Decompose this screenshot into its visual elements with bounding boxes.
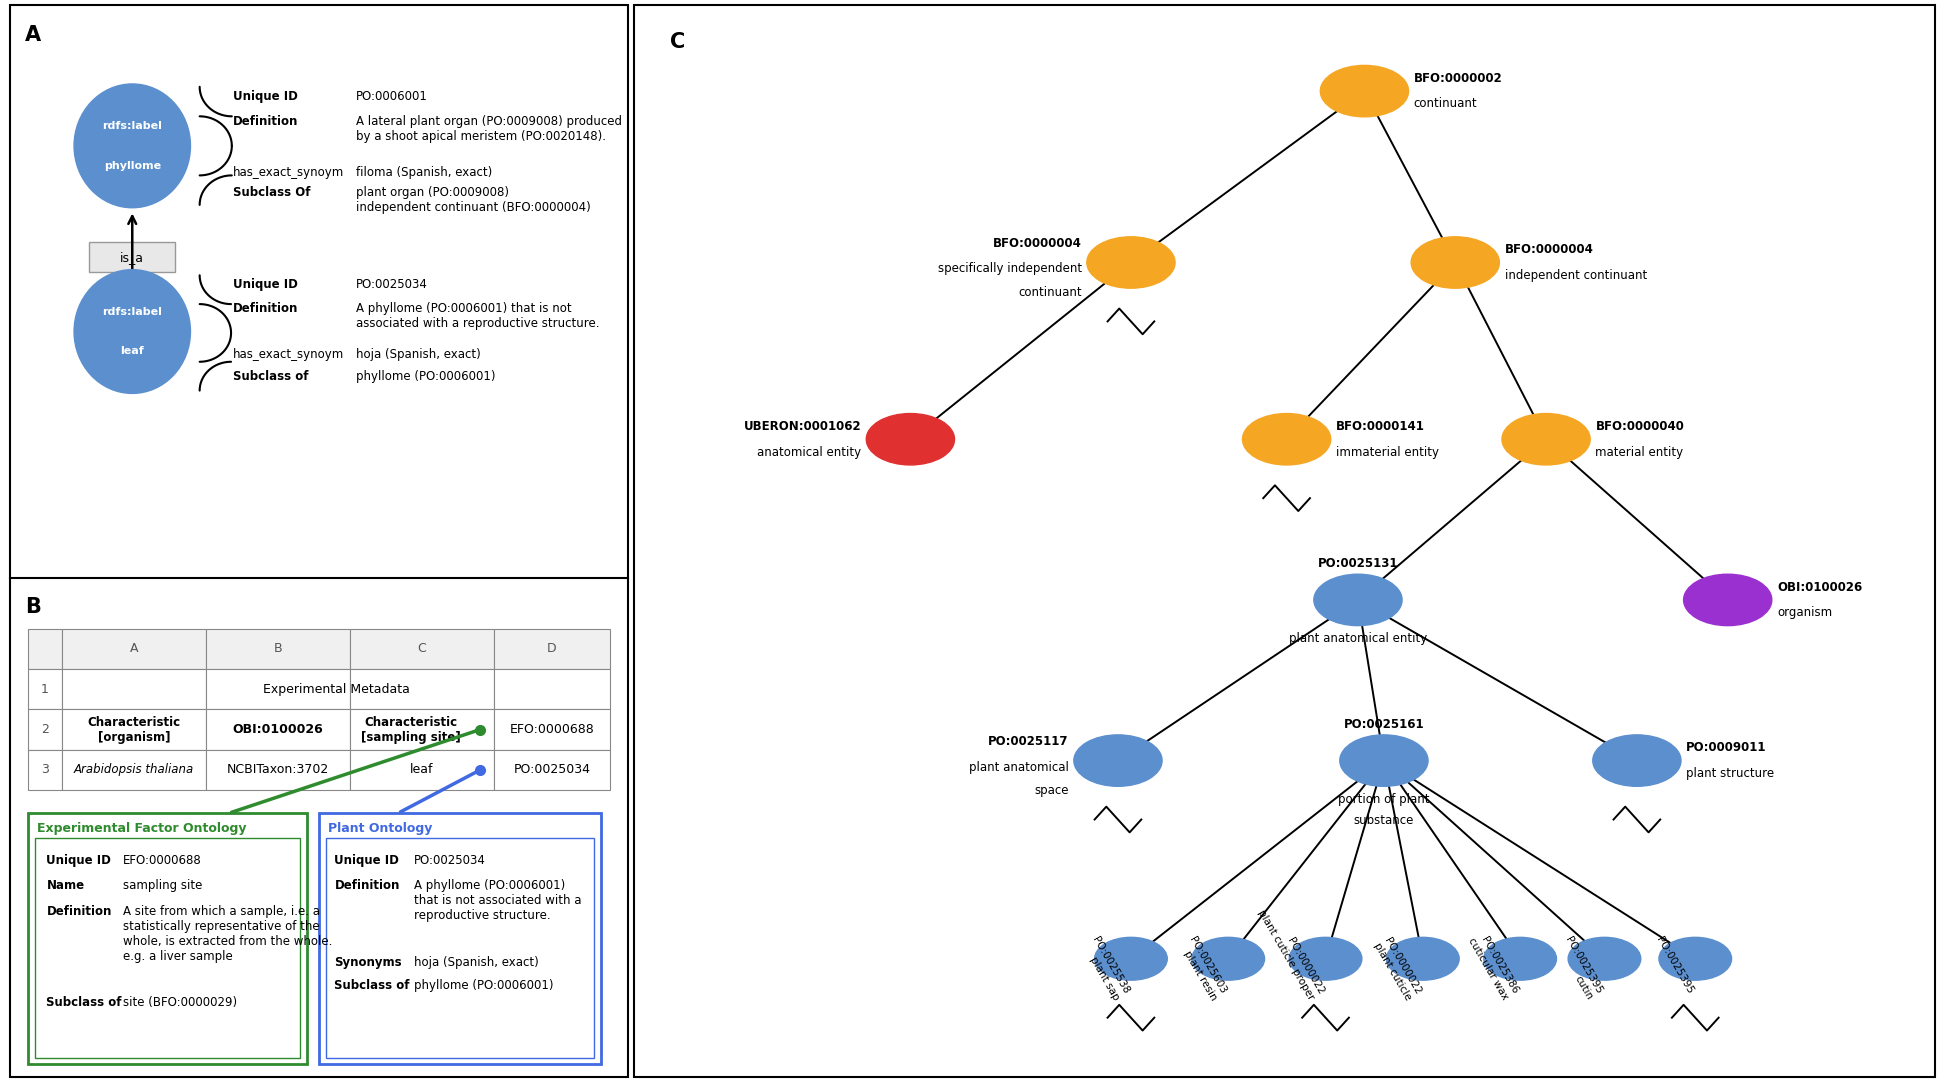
Bar xyxy=(62,750,206,790)
Text: Unique ID: Unique ID xyxy=(47,854,111,867)
Text: A site from which a sample, i.e. a
statistically representative of the
whole, is: A site from which a sample, i.e. a stati… xyxy=(123,905,333,963)
Text: phyllome (PO:0006001): phyllome (PO:0006001) xyxy=(414,979,554,992)
Text: PO:0006001: PO:0006001 xyxy=(356,90,428,103)
Text: filoma (Spanish, exact): filoma (Spanish, exact) xyxy=(356,166,492,179)
Bar xyxy=(27,710,62,750)
Ellipse shape xyxy=(1684,575,1772,625)
Text: Subclass Of: Subclass Of xyxy=(233,186,311,199)
Text: continuant: continuant xyxy=(1414,97,1478,110)
Text: BFO:0000004: BFO:0000004 xyxy=(992,237,1081,250)
Text: is_a: is_a xyxy=(121,251,144,264)
Ellipse shape xyxy=(1315,575,1402,625)
FancyBboxPatch shape xyxy=(35,837,300,1058)
Bar xyxy=(350,629,494,669)
Text: B: B xyxy=(274,643,282,656)
Bar xyxy=(27,750,62,790)
Text: Unique ID: Unique ID xyxy=(335,854,399,867)
Bar xyxy=(62,710,206,750)
Text: 3: 3 xyxy=(41,764,49,777)
Ellipse shape xyxy=(1659,937,1731,980)
FancyBboxPatch shape xyxy=(319,814,601,1065)
Text: Subclass of: Subclass of xyxy=(335,979,410,992)
Bar xyxy=(494,710,611,750)
Ellipse shape xyxy=(1321,65,1408,117)
FancyBboxPatch shape xyxy=(27,814,307,1065)
Text: PO:0025034: PO:0025034 xyxy=(414,854,486,867)
Text: A phyllome (PO:0006001) that is not
associated with a reproductive structure.: A phyllome (PO:0006001) that is not asso… xyxy=(356,302,599,330)
Text: leaf: leaf xyxy=(410,764,434,777)
Ellipse shape xyxy=(1192,937,1264,980)
Text: Plant Ontology: Plant Ontology xyxy=(329,822,432,835)
Text: hoja (Spanish, exact): hoja (Spanish, exact) xyxy=(356,348,480,361)
Bar xyxy=(494,669,611,710)
Text: BFO:0000040: BFO:0000040 xyxy=(1595,420,1684,433)
Ellipse shape xyxy=(1074,735,1161,787)
Text: continuant: continuant xyxy=(1017,286,1081,299)
Text: BFO:0000004: BFO:0000004 xyxy=(1505,243,1593,256)
Text: PO:0025117: PO:0025117 xyxy=(988,735,1068,748)
Text: PO:0000022
plant cuticle proper: PO:0000022 plant cuticle proper xyxy=(1256,902,1326,1002)
Ellipse shape xyxy=(1087,237,1175,288)
FancyBboxPatch shape xyxy=(89,241,175,273)
Text: portion of plant: portion of plant xyxy=(1338,793,1430,806)
Text: C: C xyxy=(418,643,426,656)
Text: Experimental Factor Ontology: Experimental Factor Ontology xyxy=(37,822,247,835)
Text: sampling site: sampling site xyxy=(123,880,202,893)
FancyBboxPatch shape xyxy=(327,837,593,1058)
Text: D: D xyxy=(547,643,556,656)
Bar xyxy=(27,669,62,710)
Text: PO:0025131: PO:0025131 xyxy=(1317,557,1398,570)
Text: PO:0000022
plant cuticle: PO:0000022 plant cuticle xyxy=(1371,935,1424,1002)
Ellipse shape xyxy=(74,84,191,208)
Ellipse shape xyxy=(1387,937,1459,980)
Text: plant anatomical entity: plant anatomical entity xyxy=(1290,632,1428,645)
Text: Definition: Definition xyxy=(233,302,300,315)
Bar xyxy=(634,5,1935,1077)
Text: specifically independent: specifically independent xyxy=(937,263,1081,276)
Text: organism: organism xyxy=(1778,606,1832,619)
Text: 2: 2 xyxy=(41,723,49,736)
Text: A phyllome (PO:0006001)
that is not associated with a
reproductive structure.: A phyllome (PO:0006001) that is not asso… xyxy=(414,880,582,922)
Text: PO:0025538
plant sap: PO:0025538 plant sap xyxy=(1079,935,1130,1002)
Bar xyxy=(10,5,628,1077)
Text: plant organ (PO:0009008)
independent continuant (BFO:0000004): plant organ (PO:0009008) independent con… xyxy=(356,186,591,214)
Text: OBI:0100026: OBI:0100026 xyxy=(1778,581,1861,594)
Bar xyxy=(494,750,611,790)
Text: OBI:0100026: OBI:0100026 xyxy=(231,723,323,736)
Text: plant structure: plant structure xyxy=(1686,767,1774,780)
Ellipse shape xyxy=(1484,937,1556,980)
Text: phyllome: phyllome xyxy=(103,160,161,171)
Ellipse shape xyxy=(866,413,955,465)
Bar xyxy=(350,750,494,790)
Text: PO:0009011: PO:0009011 xyxy=(1686,741,1766,754)
Ellipse shape xyxy=(1290,937,1362,980)
Text: UBERON:0001062: UBERON:0001062 xyxy=(743,420,862,433)
Text: plant anatomical: plant anatomical xyxy=(969,761,1068,774)
Bar xyxy=(350,710,494,750)
Text: material entity: material entity xyxy=(1595,446,1684,459)
Text: B: B xyxy=(25,596,41,617)
Bar xyxy=(206,629,350,669)
Text: Characteristic
[organism]: Characteristic [organism] xyxy=(88,715,181,743)
Text: substance: substance xyxy=(1354,814,1414,827)
Text: Arabidopsis thaliana: Arabidopsis thaliana xyxy=(74,764,194,777)
Text: rdfs:label: rdfs:label xyxy=(103,307,161,317)
Text: rdfs:label: rdfs:label xyxy=(103,121,161,131)
Ellipse shape xyxy=(1593,735,1680,787)
Text: EFO:0000688: EFO:0000688 xyxy=(510,723,595,736)
Bar xyxy=(350,669,494,710)
Text: PO:0025395: PO:0025395 xyxy=(1655,935,1696,995)
Text: PO:0025034: PO:0025034 xyxy=(513,764,591,777)
Ellipse shape xyxy=(1412,237,1500,288)
Text: leaf: leaf xyxy=(121,346,144,356)
Text: phyllome (PO:0006001): phyllome (PO:0006001) xyxy=(356,370,496,383)
Text: Synonyms: Synonyms xyxy=(335,956,403,969)
Text: Experimental Metadata: Experimental Metadata xyxy=(263,683,408,696)
Text: PO:0025161: PO:0025161 xyxy=(1344,717,1424,730)
Bar xyxy=(206,710,350,750)
Text: site (BFO:0000029): site (BFO:0000029) xyxy=(123,995,237,1008)
Text: Subclass of: Subclass of xyxy=(233,370,309,383)
Text: NCBITaxon:3702: NCBITaxon:3702 xyxy=(228,764,329,777)
Text: 1: 1 xyxy=(41,683,49,696)
Bar xyxy=(206,750,350,790)
